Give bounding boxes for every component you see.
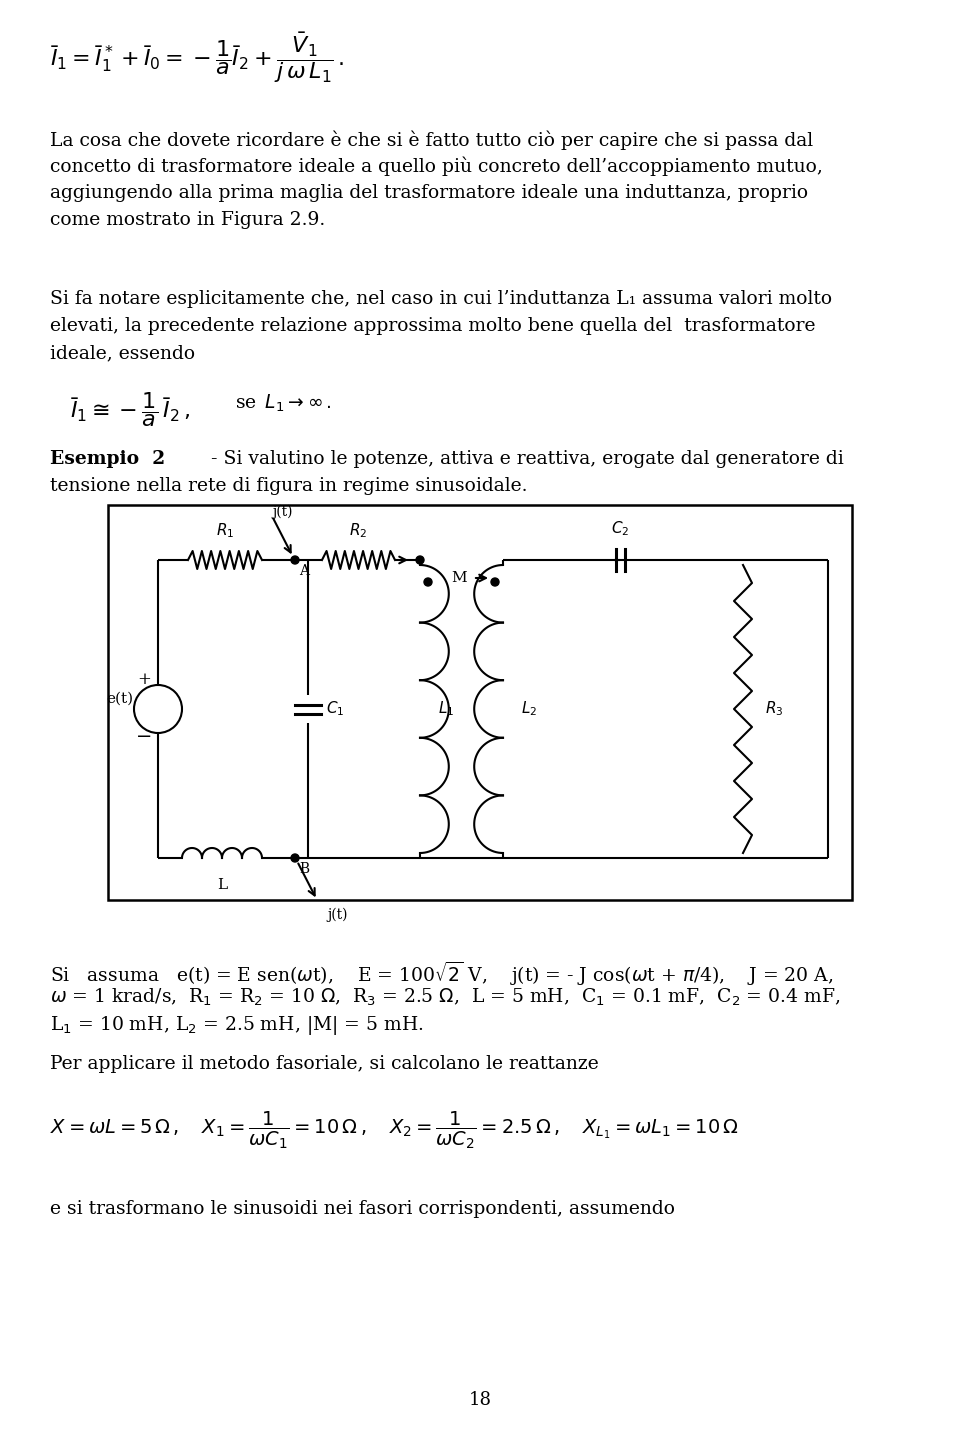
Text: ideale, essendo: ideale, essendo bbox=[50, 345, 195, 362]
Circle shape bbox=[291, 854, 299, 862]
Text: 18: 18 bbox=[468, 1392, 492, 1409]
Text: +: + bbox=[137, 671, 151, 688]
Circle shape bbox=[416, 557, 424, 564]
Text: −: − bbox=[135, 728, 153, 746]
Text: se $\,L_1 \to \infty\,.$: se $\,L_1 \to \infty\,.$ bbox=[235, 394, 331, 414]
Text: tensione nella rete di figura in regime sinusoidale.: tensione nella rete di figura in regime … bbox=[50, 477, 527, 495]
Text: $L_1$: $L_1$ bbox=[438, 699, 454, 718]
Text: $\omega$ = 1 krad/s,  R$_1$ = R$_2$ = 10 $\Omega$,  R$_3$ = 2.5 $\Omega$,  L = 5: $\omega$ = 1 krad/s, R$_1$ = R$_2$ = 10 … bbox=[50, 986, 840, 1008]
Circle shape bbox=[491, 578, 499, 585]
Text: $X = \omega L = 5\,\Omega\,,\quad X_1 = \dfrac{1}{\omega C_1} = 10\,\Omega\,,\qu: $X = \omega L = 5\,\Omega\,,\quad X_1 = … bbox=[50, 1110, 738, 1151]
Text: La cosa che dovete ricordare è che si è fatto tutto ciò per capire che si passa : La cosa che dovete ricordare è che si è … bbox=[50, 130, 813, 150]
Text: $C_1$: $C_1$ bbox=[326, 699, 345, 718]
Text: Per applicare il metodo fasoriale, si calcolano le reattanze: Per applicare il metodo fasoriale, si ca… bbox=[50, 1056, 599, 1073]
Text: Si fa notare esplicitamente che, nel caso in cui l’induttanza L₁ assuma valori m: Si fa notare esplicitamente che, nel cas… bbox=[50, 290, 832, 309]
Text: concetto di trasformatore ideale a quello più concreto dell’accoppiamento mutuo,: concetto di trasformatore ideale a quell… bbox=[50, 157, 823, 176]
Text: A: A bbox=[299, 564, 309, 578]
Text: $R_1$: $R_1$ bbox=[216, 522, 234, 539]
Text: come mostrato in Figura 2.9.: come mostrato in Figura 2.9. bbox=[50, 211, 325, 229]
Text: B: B bbox=[299, 862, 309, 875]
Text: j(t): j(t) bbox=[273, 505, 293, 519]
Text: Si   assuma   e(t) = E sen($\omega$t),    E = 100$\sqrt{2}$ V,    j(t) = - J cos: Si assuma e(t) = E sen($\omega$t), E = 1… bbox=[50, 960, 833, 988]
Text: $\bar{I}_1 = \bar{I}_1^* + \bar{I}_0 = -\dfrac{1}{a}\bar{I}_2 + \dfrac{\bar{V}_1: $\bar{I}_1 = \bar{I}_1^* + \bar{I}_0 = -… bbox=[50, 30, 345, 85]
Circle shape bbox=[424, 578, 432, 585]
Text: Esempio  2: Esempio 2 bbox=[50, 450, 165, 469]
Text: $L_2$: $L_2$ bbox=[521, 699, 538, 718]
Text: M: M bbox=[451, 571, 467, 585]
Text: j(t): j(t) bbox=[327, 908, 348, 923]
Bar bbox=[108, 505, 852, 900]
Circle shape bbox=[291, 557, 299, 564]
Text: elevati, la precedente relazione approssima molto bene quella del  trasformatore: elevati, la precedente relazione appross… bbox=[50, 317, 815, 335]
Text: - Si valutino le potenze, attiva e reattiva, erogate dal generatore di: - Si valutino le potenze, attiva e reatt… bbox=[205, 450, 844, 469]
Text: aggiungendo alla prima maglia del trasformatore ideale una induttanza, proprio: aggiungendo alla prima maglia del trasfo… bbox=[50, 185, 808, 202]
Text: $\bar{I}_1 \cong -\dfrac{1}{a}\,\bar{I}_2\,,$: $\bar{I}_1 \cong -\dfrac{1}{a}\,\bar{I}_… bbox=[70, 389, 190, 428]
Text: L: L bbox=[217, 878, 228, 893]
Text: $R_2$: $R_2$ bbox=[348, 522, 367, 539]
Text: $R_3$: $R_3$ bbox=[765, 699, 783, 718]
Text: e(t): e(t) bbox=[107, 692, 133, 707]
Text: $C_2$: $C_2$ bbox=[611, 519, 629, 538]
Text: e si trasformano le sinusoidi nei fasori corrispondenti, assumendo: e si trasformano le sinusoidi nei fasori… bbox=[50, 1200, 675, 1218]
Text: L$_1$ = 10 mH, L$_2$ = 2.5 mH, |M| = 5 mH.: L$_1$ = 10 mH, L$_2$ = 2.5 mH, |M| = 5 m… bbox=[50, 1014, 423, 1037]
